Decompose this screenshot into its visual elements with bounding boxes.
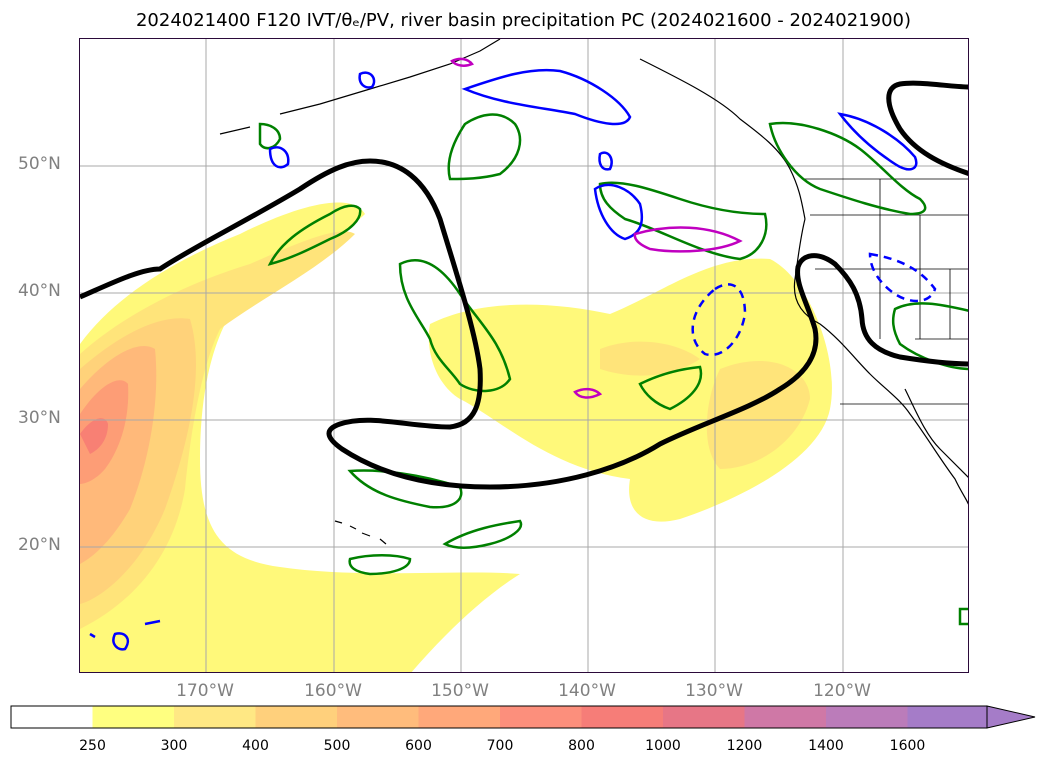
- lat-label-50n: 50°N: [18, 154, 61, 174]
- colorbar-tick-label: 1000: [645, 738, 681, 754]
- pv-contour: [593, 183, 644, 241]
- magenta-contour: [573, 387, 603, 399]
- colorbar-segment: [337, 706, 419, 728]
- pv-contour: [267, 204, 362, 266]
- map-plot: [80, 39, 968, 672]
- map-title: 2024021400 F120 IVT/θₑ/PV, river basin p…: [135, 10, 912, 31]
- pv-contour: [958, 607, 968, 626]
- pv-contour-dashed: [868, 252, 937, 303]
- magenta-contour: [633, 226, 743, 253]
- colorbar-extend-arrow: [986, 705, 1036, 729]
- colorbar-outline: [10, 705, 988, 729]
- pv-contour: [837, 112, 918, 171]
- pv-contour: [442, 519, 523, 549]
- colorbar-tick-label: 250: [79, 738, 106, 754]
- pv-contour: [258, 122, 282, 150]
- colorbar-tick-label: 1400: [808, 738, 844, 754]
- pv-contour: [447, 113, 522, 181]
- colorbar-tick-label: 1600: [889, 738, 926, 754]
- colorbar-tick-label: 800: [568, 738, 595, 754]
- pv-positive-contours: [258, 113, 968, 626]
- lat-label-30n: 30°N: [18, 408, 61, 428]
- pv-contour: [461, 68, 632, 126]
- border-lines: [805, 178, 968, 405]
- theta-e-line: [80, 158, 968, 490]
- colorbar-segment: [174, 706, 256, 728]
- ivt-700-region: [80, 418, 108, 454]
- baja-coast: [904, 388, 968, 478]
- colorbar-segment: [418, 706, 501, 728]
- magenta-contour: [450, 57, 475, 67]
- colorbar-segment: [11, 706, 93, 728]
- lon-label-160w: 160°W: [304, 681, 362, 701]
- colorbar-segment: [255, 706, 338, 728]
- pv-contour: [358, 71, 376, 89]
- alaska-coast: [219, 39, 501, 135]
- pv-contour: [398, 259, 512, 393]
- alaska-panhandle-coast: [639, 58, 806, 220]
- magenta-contours: [450, 57, 743, 399]
- colorbar-segment: [907, 706, 990, 728]
- lon-label-150w: 150°W: [431, 681, 489, 701]
- lon-label-140w: 140°W: [558, 681, 616, 701]
- colorbar-tick-label: 1200: [726, 738, 763, 754]
- pv-contour: [268, 146, 290, 169]
- ivt-300-region: [600, 341, 700, 376]
- pv-contour: [348, 554, 412, 576]
- colorbar-tick-label: 600: [405, 738, 432, 754]
- lon-label-170w: 170°W: [176, 681, 234, 701]
- colorbar-tick-label: 500: [323, 738, 351, 754]
- theta-e-line: [886, 80, 968, 176]
- coastlines: [219, 39, 968, 545]
- colorbar-tick-label: 300: [160, 738, 188, 754]
- colorbar-tick-label: 700: [486, 738, 514, 754]
- colorbar-segment: [826, 706, 908, 728]
- lat-label-40n: 40°N: [18, 281, 61, 301]
- map-panel: [79, 38, 969, 673]
- theta-e-contour: [80, 80, 968, 490]
- pv-contour: [768, 121, 927, 216]
- colorbar-segment: [581, 706, 664, 728]
- lon-label-130w: 130°W: [685, 681, 743, 701]
- lat-label-20n: 20°N: [18, 535, 61, 555]
- colorbar-segment: [663, 706, 745, 728]
- pv-negative-contours: [89, 68, 937, 651]
- graticule: [80, 39, 968, 672]
- pv-contour: [598, 151, 613, 171]
- hawaii-islands: [334, 520, 387, 545]
- pv-contour: [638, 365, 703, 411]
- pv-contour: [89, 619, 161, 651]
- colorbar-segment: [92, 706, 175, 728]
- colorbar-segment: [744, 706, 827, 728]
- colorbar-tick-label: 400: [242, 738, 269, 754]
- state-borders: [805, 178, 968, 405]
- pv-contour: [598, 181, 768, 261]
- north-america-west-coast: [793, 218, 968, 505]
- lon-label-120w: 120°W: [813, 681, 871, 701]
- colorbar-segment: [500, 706, 582, 728]
